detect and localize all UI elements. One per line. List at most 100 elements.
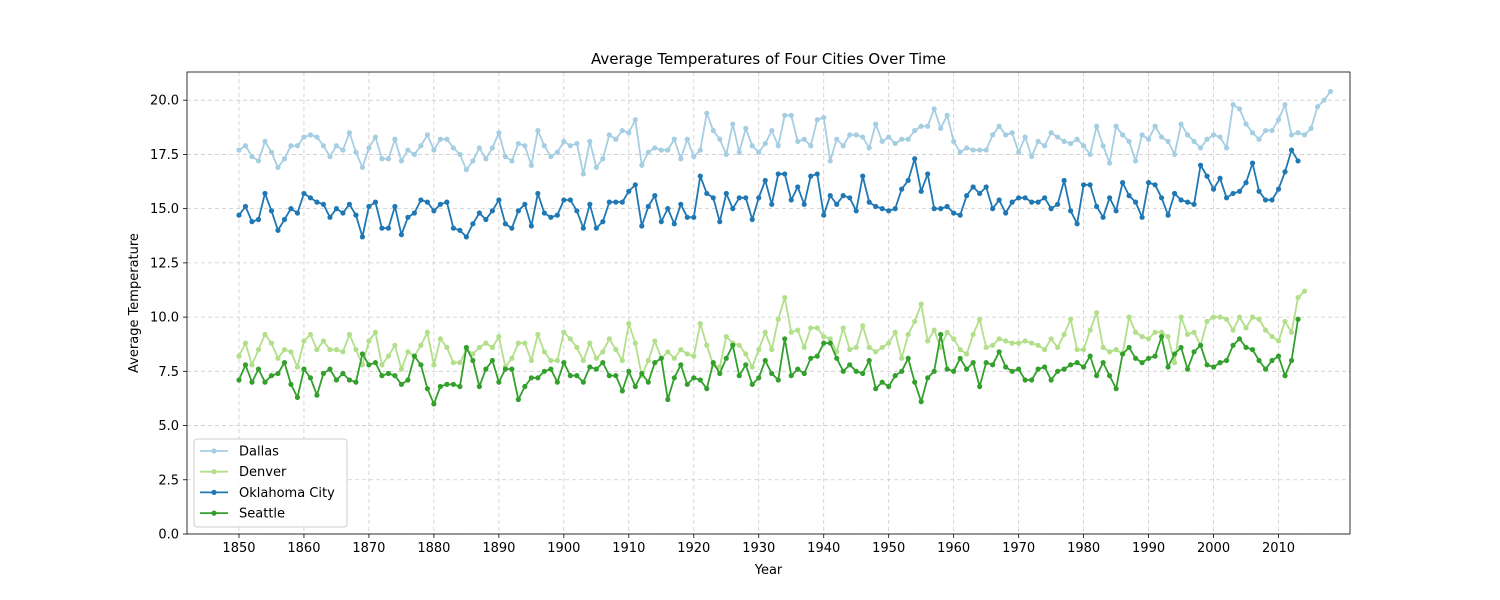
- data-point-seattle: [437, 383, 443, 390]
- y-tick-label: 12.5: [150, 256, 179, 271]
- data-point-oklahoma-city: [1262, 197, 1269, 203]
- data-point-seattle: [1048, 377, 1054, 383]
- data-point-dallas: [1029, 153, 1035, 160]
- data-point-seattle: [463, 344, 469, 351]
- data-point-oklahoma-city: [762, 177, 768, 184]
- data-point-seattle: [1282, 373, 1288, 379]
- data-point-dallas: [847, 132, 853, 138]
- data-point-oklahoma-city: [853, 208, 859, 214]
- data-point-dallas: [385, 156, 392, 162]
- data-point-seattle: [795, 366, 801, 372]
- data-point-oklahoma-city: [1107, 195, 1113, 201]
- data-point-dallas: [1204, 136, 1210, 142]
- data-point-seattle: [1107, 373, 1113, 379]
- data-point-oklahoma-city: [424, 199, 430, 205]
- data-point-denver: [879, 344, 885, 351]
- data-point-denver: [1003, 338, 1009, 344]
- data-point-oklahoma-city: [723, 190, 729, 197]
- data-point-denver: [808, 325, 814, 331]
- data-point-seattle: [281, 360, 288, 366]
- legend-swatch-marker: [211, 469, 217, 475]
- legend-item-denver: Denver: [200, 465, 287, 480]
- x-tick-label: 1860: [287, 541, 320, 556]
- data-point-denver: [619, 357, 625, 364]
- legend-item-seattle: Seattle: [200, 507, 285, 522]
- data-point-oklahoma-city: [684, 214, 690, 220]
- data-point-oklahoma-city: [1171, 190, 1178, 197]
- data-point-dallas: [541, 143, 547, 149]
- data-point-denver: [327, 347, 333, 353]
- data-point-dallas: [1120, 132, 1126, 138]
- data-point-oklahoma-city: [379, 225, 385, 231]
- data-point-seattle: [1094, 373, 1100, 379]
- data-point-seattle: [255, 366, 262, 372]
- data-point-seattle: [372, 360, 379, 366]
- data-point-oklahoma-city: [951, 210, 957, 216]
- data-point-dallas: [1107, 160, 1113, 166]
- data-point-dallas: [1230, 101, 1236, 108]
- data-point-denver: [1217, 314, 1223, 320]
- data-point-dallas: [691, 153, 697, 160]
- data-point-dallas: [463, 167, 469, 173]
- data-point-oklahoma-city: [1094, 203, 1100, 210]
- data-point-oklahoma-city: [678, 201, 684, 207]
- data-point-denver: [450, 360, 456, 366]
- data-point-seattle: [1236, 336, 1243, 342]
- data-point-denver: [964, 351, 970, 357]
- data-point-seattle: [431, 401, 437, 407]
- data-point-seattle: [450, 381, 456, 387]
- data-point-dallas: [886, 134, 892, 140]
- data-point-seattle: [1042, 364, 1048, 370]
- data-point-dallas: [983, 147, 989, 153]
- data-point-seattle: [515, 396, 521, 403]
- legend-label: Seattle: [239, 507, 285, 522]
- data-point-dallas: [1217, 134, 1223, 140]
- data-point-dallas: [1321, 97, 1327, 103]
- data-point-oklahoma-city: [840, 193, 846, 199]
- data-point-dallas: [580, 171, 586, 177]
- y-tick-label: 2.5: [158, 473, 179, 488]
- data-point-dallas: [1055, 134, 1061, 140]
- data-point-dallas: [522, 143, 528, 149]
- data-point-oklahoma-city: [340, 210, 346, 216]
- data-point-oklahoma-city: [411, 210, 417, 216]
- data-point-oklahoma-city: [788, 197, 794, 203]
- data-point-oklahoma-city: [1055, 201, 1061, 207]
- data-point-seattle: [470, 357, 476, 364]
- data-point-denver: [294, 364, 301, 370]
- data-point-seattle: [1081, 364, 1087, 370]
- data-point-denver: [1094, 310, 1100, 316]
- data-point-oklahoma-city: [431, 208, 437, 214]
- data-point-denver: [899, 355, 905, 361]
- data-point-denver: [242, 340, 249, 346]
- data-point-oklahoma-city: [600, 219, 606, 225]
- data-point-dallas: [912, 127, 918, 134]
- data-point-seattle: [476, 383, 482, 390]
- data-point-seattle: [574, 373, 580, 379]
- series-dallas: [236, 88, 1334, 177]
- data-point-seattle: [1113, 386, 1119, 392]
- data-point-oklahoma-city: [509, 225, 515, 231]
- data-point-seattle: [632, 383, 638, 390]
- data-point-denver: [1048, 336, 1054, 342]
- data-point-denver: [489, 344, 495, 351]
- data-point-oklahoma-city: [1074, 221, 1080, 227]
- data-point-denver: [1275, 338, 1282, 344]
- data-point-oklahoma-city: [964, 193, 970, 199]
- data-point-dallas: [567, 143, 573, 149]
- data-point-denver: [1061, 331, 1067, 338]
- data-point-dallas: [236, 147, 242, 153]
- data-point-oklahoma-city: [346, 201, 353, 207]
- data-point-denver: [977, 316, 983, 322]
- data-point-dallas: [931, 106, 937, 112]
- data-point-denver: [788, 329, 794, 335]
- data-point-denver: [600, 349, 606, 355]
- data-point-oklahoma-city: [398, 232, 405, 238]
- data-point-dallas: [548, 153, 554, 160]
- legend-swatch-marker: [211, 510, 217, 516]
- data-point-dallas: [808, 143, 814, 149]
- data-point-dallas: [314, 134, 320, 140]
- data-point-denver: [496, 334, 502, 340]
- data-point-dallas: [957, 149, 963, 155]
- data-point-denver: [645, 357, 651, 364]
